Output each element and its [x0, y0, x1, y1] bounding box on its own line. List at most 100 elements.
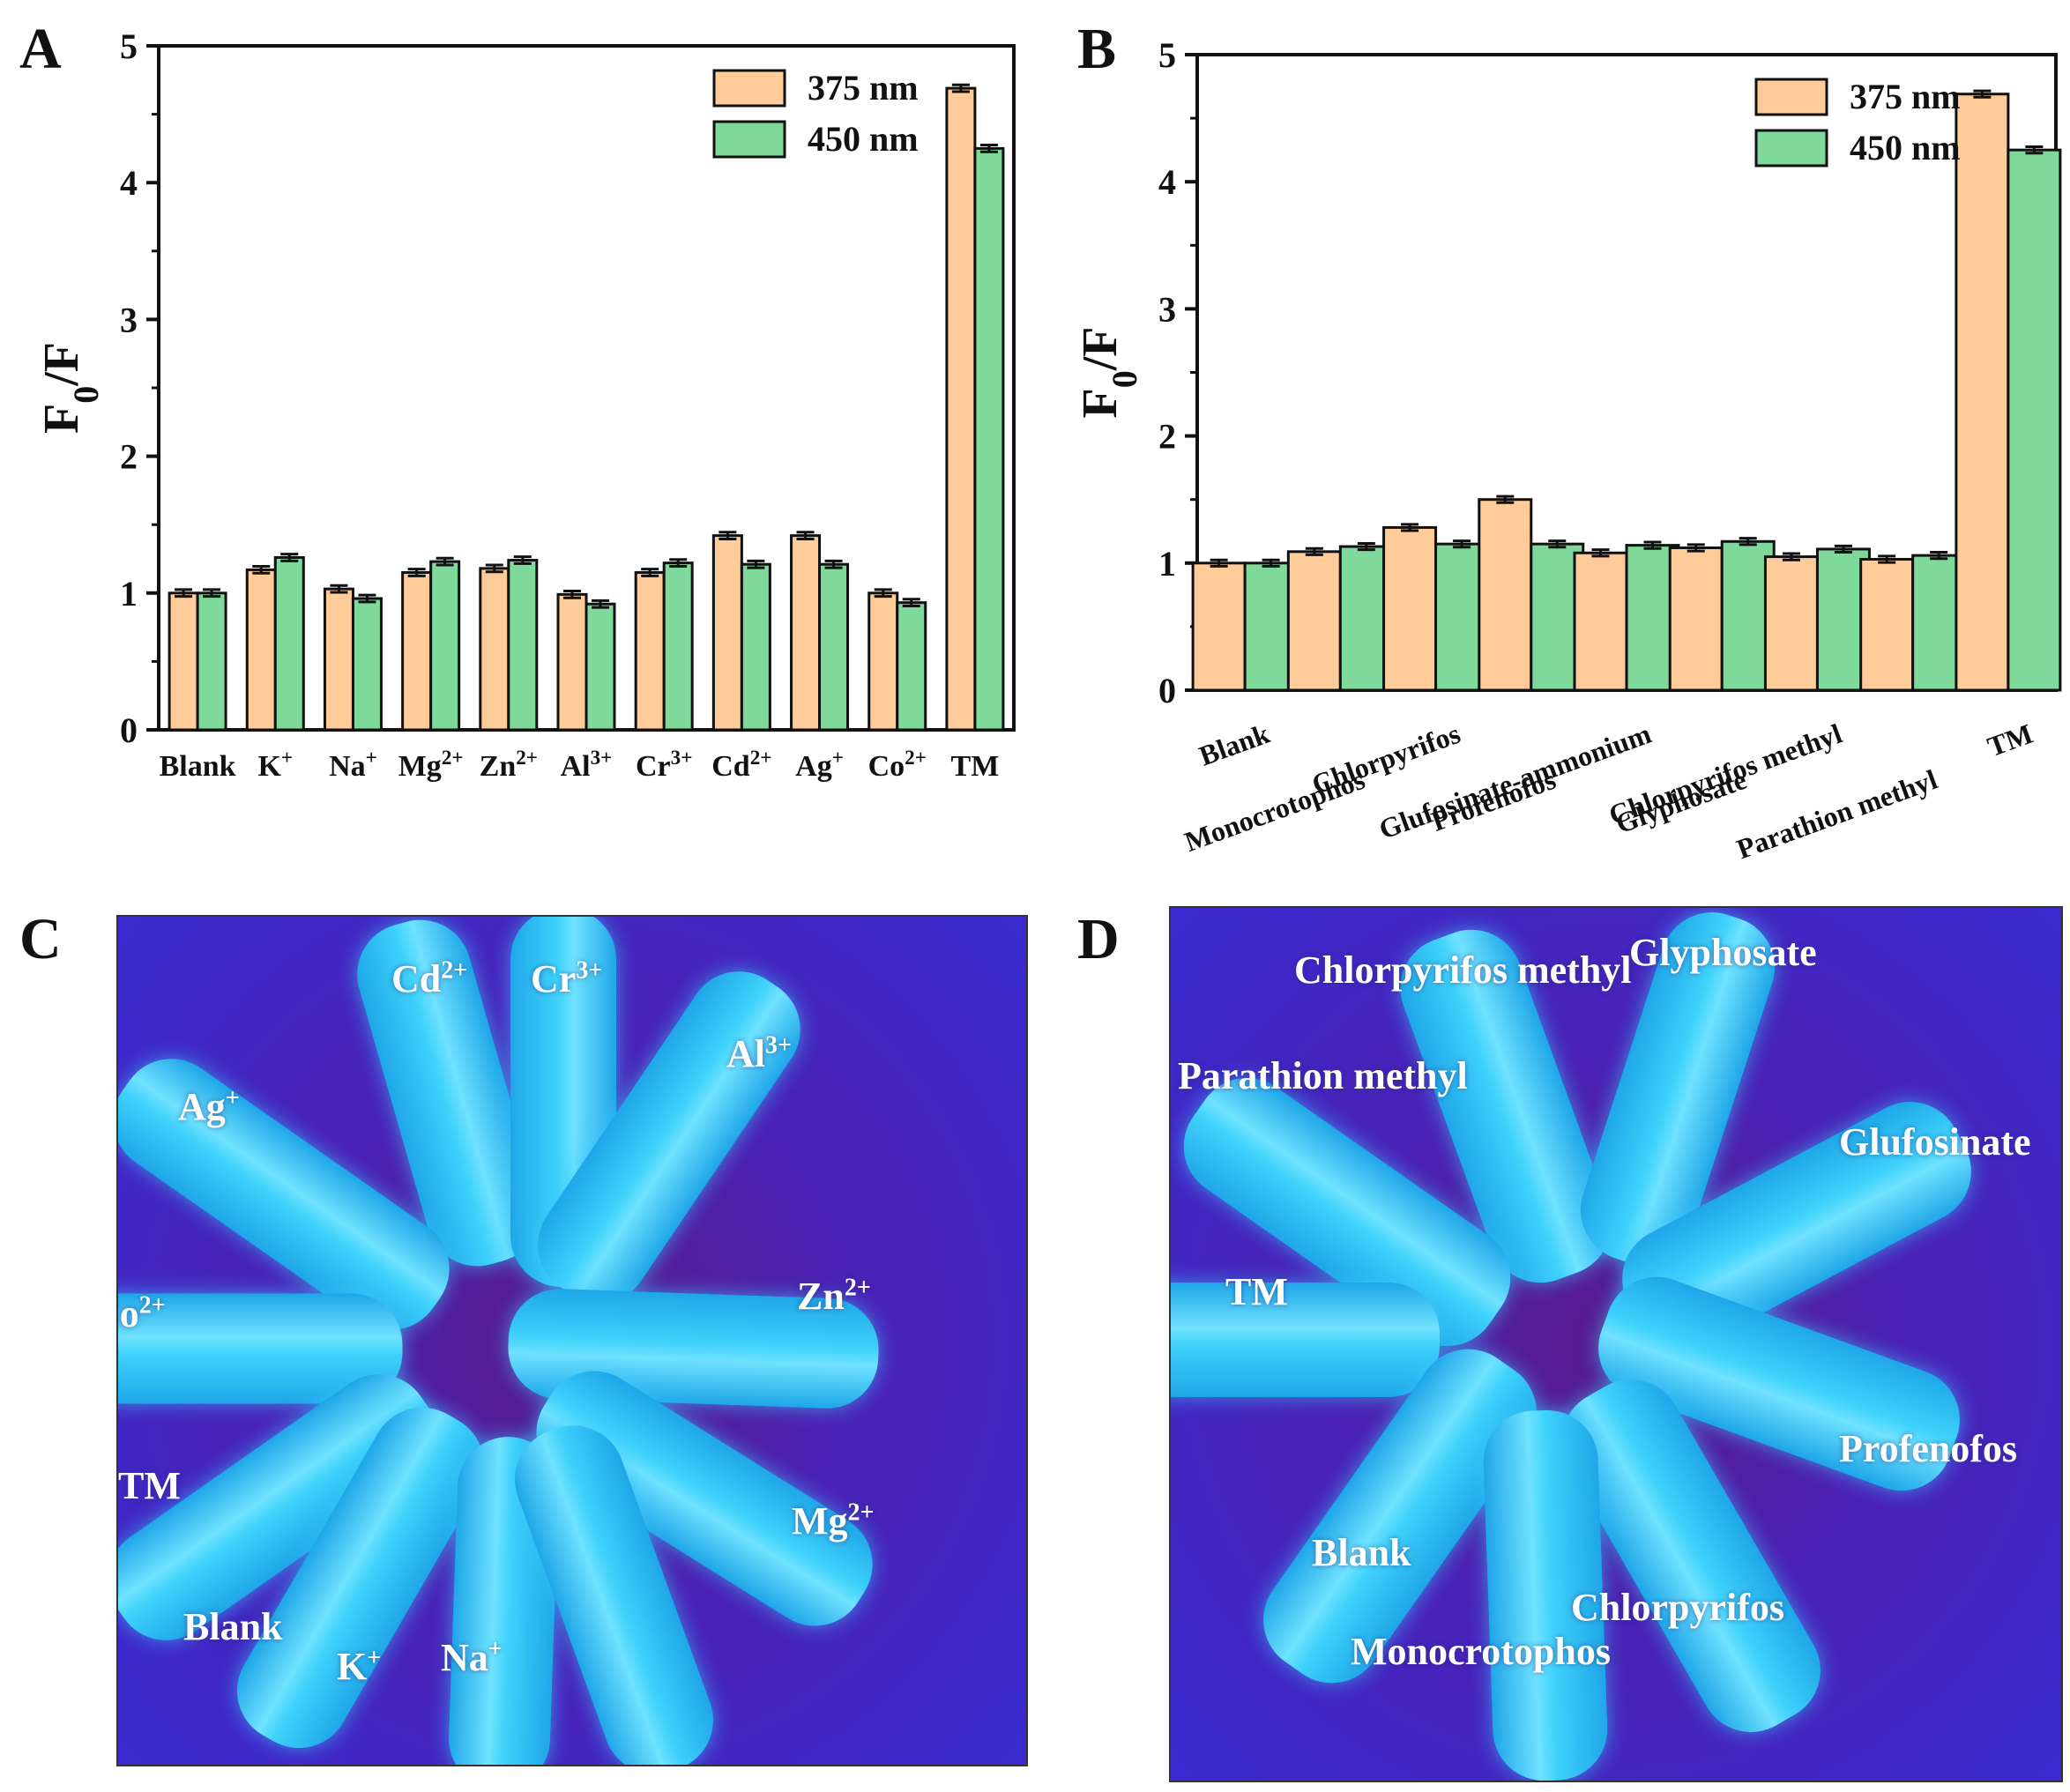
tube-label: Co2+ [118, 1291, 166, 1336]
x-tick-label-sup: 2+ [905, 747, 927, 770]
tube-label: Glyphosate [1629, 930, 1817, 975]
bar-375 [1286, 550, 1342, 692]
legend-swatch-450 [712, 120, 786, 159]
x-tick-label: Mg2+ [398, 747, 464, 783]
x-tick-label: Zn2+ [480, 747, 538, 783]
tube-label: Chlorpyrifos [1571, 1585, 1784, 1630]
tube-label-text: Glyphosate [1629, 931, 1817, 974]
tube-label-text: Chlorpyrifos [1571, 1586, 1784, 1629]
bar-450 [973, 146, 1005, 732]
tube-label-text: TM [118, 1464, 181, 1507]
x-tick-label: Na+ [329, 747, 377, 783]
bar-375 [867, 591, 899, 732]
tube-label-text: Na [441, 1636, 488, 1679]
bar-450 [273, 555, 305, 732]
tube-label-charge: 3+ [765, 1031, 792, 1060]
x-tick-label-base: Cd [711, 750, 750, 783]
tube-label-text: K [337, 1645, 368, 1688]
tube-label-charge: 2+ [138, 1291, 166, 1320]
bar-375 [556, 592, 588, 732]
tube-label: Na+ [441, 1635, 503, 1680]
bar-450 [507, 559, 539, 732]
tube-label-text: Cd [391, 957, 442, 1000]
x-tick-label-base: Al [561, 750, 591, 783]
tube-label: Profenofos [1839, 1426, 2017, 1471]
x-tick-label-sup: 3+ [671, 747, 693, 770]
bar-375 [1763, 555, 1819, 692]
x-tick-label-base: Na [329, 750, 366, 783]
panel-letter-d: D [1077, 907, 1120, 971]
x-tick-label-sup: + [832, 747, 844, 770]
tube-label-charge: + [367, 1644, 382, 1672]
y-tick-label: 2 [1158, 417, 1176, 457]
x-tick-label-sup: 2+ [516, 747, 538, 770]
photo-d-pesticides: Chlorpyrifos methyl Glyphosate Parathion m… [1169, 906, 2063, 1782]
bar-450 [351, 597, 383, 732]
bar-450 [429, 560, 461, 732]
tube-label-text: Al [726, 1032, 765, 1075]
tube-label: Al3+ [726, 1031, 792, 1076]
chart-b: 012345F0/FBlankMonocrotophosChlorpyrifos… [1073, 35, 2062, 865]
x-tick-label: Cd2+ [711, 747, 771, 783]
tube-label-text: Parathion methyl [1178, 1054, 1468, 1097]
tube-label-charge: + [488, 1635, 503, 1663]
x-tick-label: K+ [257, 747, 293, 783]
x-tick-label: Chlorpyrifos [1307, 718, 1464, 800]
bar-375 [1573, 551, 1628, 692]
x-tick-label-base: Co [868, 750, 905, 783]
x-tick-label: Cr3+ [636, 747, 692, 783]
legend-swatch-375 [712, 69, 786, 108]
bar-375 [168, 591, 199, 732]
legend-swatch-375 [1754, 78, 1828, 116]
legend-label: 375 nm [1850, 77, 1961, 116]
x-tick-label: Co2+ [868, 747, 927, 783]
bar-375 [1191, 561, 1247, 692]
panel-letter-a: A [19, 17, 62, 81]
bar-375 [479, 567, 510, 732]
y-axis-label-sub: 0 [66, 386, 106, 404]
x-tick-label-base: Mg [398, 750, 442, 783]
y-tick-label: 4 [1158, 162, 1176, 202]
y-tick-label: 2 [120, 437, 138, 477]
legend-label: 375 nm [808, 68, 919, 108]
tube-label: TM [1225, 1269, 1288, 1314]
x-tick-label-base: K [257, 750, 281, 783]
x-tick-label-sup: + [281, 747, 293, 770]
bar-450 [818, 562, 850, 732]
tube-label-text: Blank [183, 1605, 283, 1648]
x-tick-label-sup: 2+ [750, 747, 772, 770]
tube-label-text: Monocrotophos [1351, 1630, 1611, 1673]
bar-375 [1859, 557, 1915, 692]
tube-label-text: Glufosinate [1839, 1120, 2031, 1164]
legend-label: 450 nm [808, 119, 919, 159]
tube-label-charge: 2+ [844, 1274, 871, 1302]
x-tick-label-base: TM [1984, 718, 2037, 762]
y-tick-label: 5 [1158, 35, 1176, 75]
x-tick-label: TM [1984, 718, 2037, 762]
bar-375 [711, 534, 743, 732]
tube-label: Blank [183, 1604, 283, 1649]
bar-375 [945, 86, 977, 732]
bar-375 [1382, 525, 1438, 692]
x-tick-label: Blank [160, 750, 236, 783]
legend-label: 450 nm [1850, 128, 1961, 167]
bar-375 [1668, 546, 1724, 692]
x-tick-label-base: Blank [1195, 718, 1273, 772]
y-axis-label-tail: /F [34, 342, 89, 387]
tube-label-charge: 3+ [576, 956, 603, 985]
bar-375 [1478, 498, 1533, 692]
x-tick-label: Blank [1195, 718, 1273, 772]
x-tick-label-sup: + [366, 747, 377, 770]
bar-375 [323, 587, 354, 732]
tube-label: Ag+ [178, 1084, 240, 1129]
x-tick-label: Al3+ [561, 747, 613, 783]
tube-label: K+ [337, 1644, 381, 1689]
tube-label: Cd2+ [391, 956, 467, 1001]
y-axis-label-sub: 0 [1105, 370, 1144, 388]
y-axis-label-main: F [1073, 388, 1128, 418]
bar-450 [196, 591, 227, 732]
y-tick-label: 3 [120, 300, 138, 339]
tube-label: Monocrotophos [1351, 1629, 1611, 1674]
panel-letter-b: B [1077, 17, 1117, 81]
